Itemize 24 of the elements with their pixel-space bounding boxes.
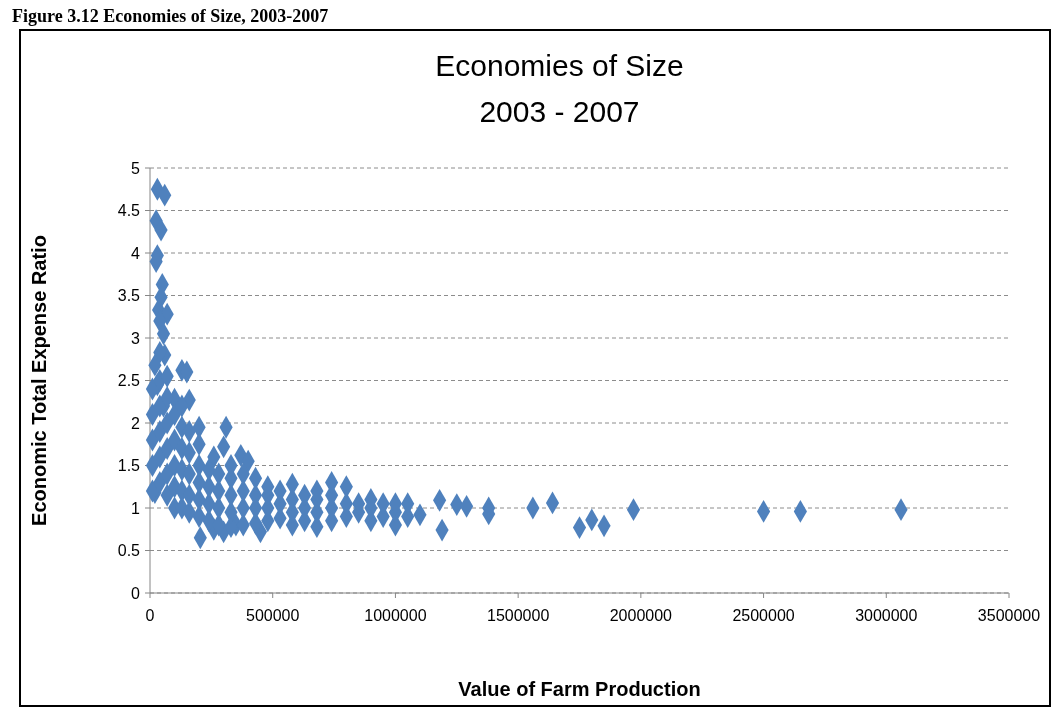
y-tick-label: 3.5 <box>117 287 141 305</box>
y-tick-label: 2.5 <box>117 372 141 390</box>
y-tick-label: 4.5 <box>117 202 141 220</box>
y-tick-label: 1.5 <box>117 457 141 475</box>
x-tick-label: 500000 <box>246 607 300 624</box>
caption: Figure 3.12 Economies of Size, 2003-2007 <box>12 6 329 26</box>
x-axis-title: Value of Farm Production <box>458 678 701 700</box>
x-tick-label: 0 <box>145 607 155 624</box>
x-tick-label: 2000000 <box>609 607 673 624</box>
chart-subtitle: 2003 - 2007 <box>479 95 640 128</box>
x-tick-label: 1500000 <box>486 607 550 624</box>
x-tick-label: 3000000 <box>855 607 918 624</box>
chart-title: Economies of Size <box>435 49 684 82</box>
y-tick-label: 5 <box>131 159 141 177</box>
x-tick-label: 1000000 <box>364 607 427 624</box>
y-tick-label: 4 <box>131 244 141 262</box>
y-tick-label: 1 <box>131 499 141 517</box>
x-tick-label: 2500000 <box>732 607 795 624</box>
y-tick-label: 3 <box>131 329 141 347</box>
y-tick-label: 0.5 <box>117 542 141 560</box>
y-axis-title: Economic Total Expense Ratio <box>28 235 50 526</box>
x-tick-label: 3500000 <box>977 607 1041 624</box>
y-tick-label: 2 <box>131 414 141 432</box>
y-tick-label: 0 <box>131 584 141 602</box>
